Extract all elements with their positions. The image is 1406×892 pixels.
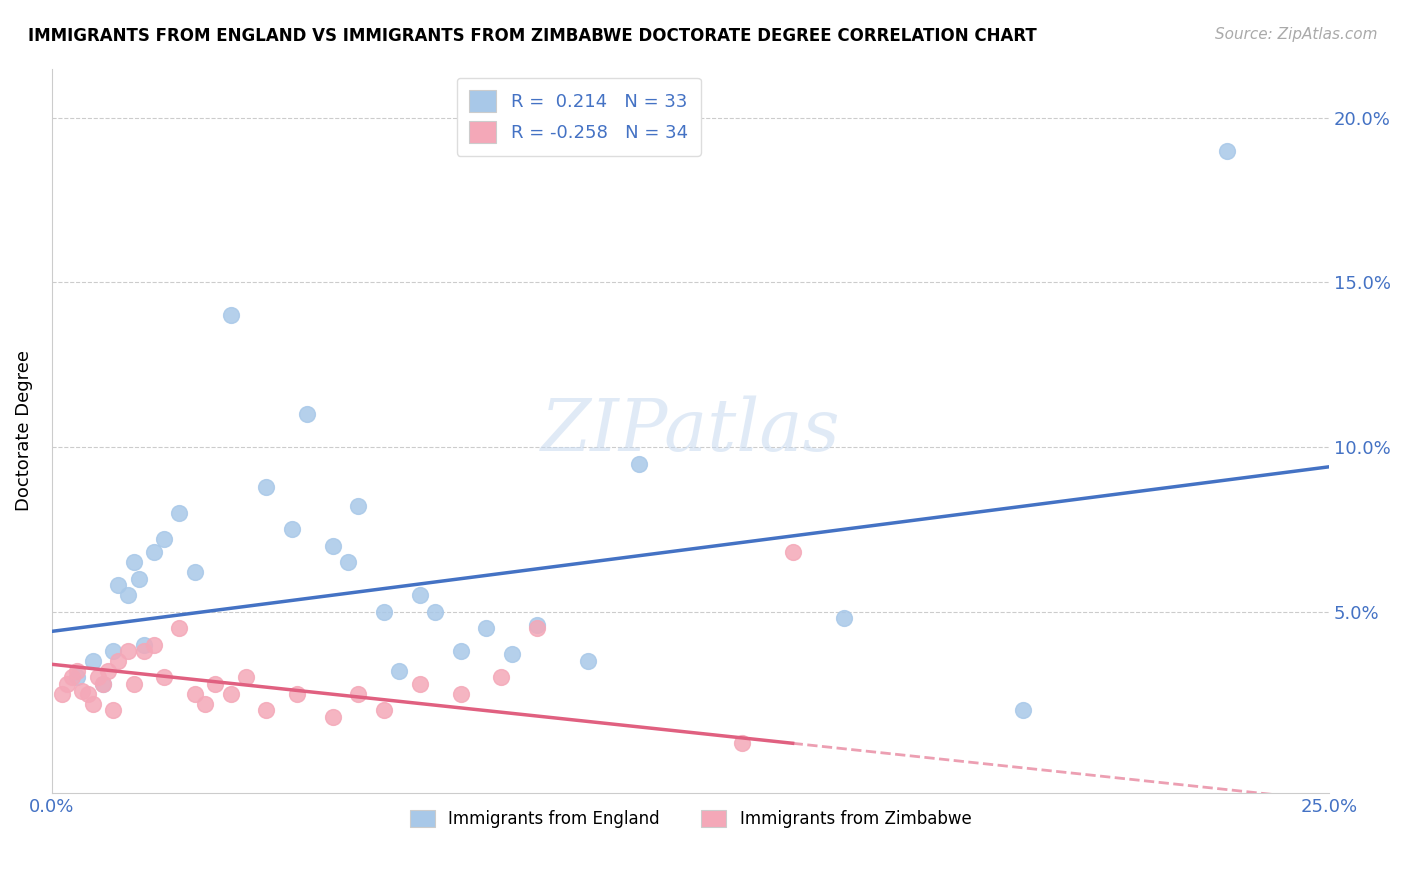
Point	[142, 638, 165, 652]
Point	[97, 664, 120, 678]
Point	[450, 687, 472, 701]
Point	[91, 677, 114, 691]
Point	[132, 644, 155, 658]
Point	[526, 621, 548, 635]
Point	[66, 670, 89, 684]
Point	[72, 683, 94, 698]
Point	[219, 687, 242, 701]
Y-axis label: Doctorate Degree: Doctorate Degree	[15, 350, 32, 511]
Point	[153, 670, 176, 684]
Point	[388, 664, 411, 678]
Point	[169, 621, 191, 635]
Point	[254, 479, 277, 493]
Point	[128, 572, 150, 586]
Point	[142, 545, 165, 559]
Point	[730, 736, 752, 750]
Point	[373, 703, 395, 717]
Point	[82, 654, 104, 668]
Point	[184, 687, 207, 701]
Point	[347, 500, 370, 514]
Text: IMMIGRANTS FROM ENGLAND VS IMMIGRANTS FROM ZIMBABWE DOCTORATE DEGREE CORRELATION: IMMIGRANTS FROM ENGLAND VS IMMIGRANTS FR…	[28, 27, 1036, 45]
Point	[628, 457, 651, 471]
Point	[66, 664, 89, 678]
Point	[153, 532, 176, 546]
Point	[117, 644, 139, 658]
Point	[51, 687, 73, 701]
Point	[322, 710, 344, 724]
Point	[91, 677, 114, 691]
Point	[194, 697, 217, 711]
Text: ZIPatlas: ZIPatlas	[541, 395, 841, 466]
Text: Source: ZipAtlas.com: Source: ZipAtlas.com	[1215, 27, 1378, 42]
Point	[101, 703, 124, 717]
Point	[122, 677, 145, 691]
Point	[281, 522, 304, 536]
Point	[169, 506, 191, 520]
Point	[219, 309, 242, 323]
Point	[60, 670, 83, 684]
Point	[101, 644, 124, 658]
Point	[76, 687, 98, 701]
Point	[450, 644, 472, 658]
Point	[475, 621, 498, 635]
Point	[408, 588, 430, 602]
Point	[423, 605, 446, 619]
Point	[297, 407, 319, 421]
Point	[1011, 703, 1033, 717]
Legend: Immigrants from England, Immigrants from Zimbabwe: Immigrants from England, Immigrants from…	[404, 804, 979, 835]
Point	[122, 555, 145, 569]
Point	[408, 677, 430, 691]
Point	[82, 697, 104, 711]
Point	[337, 555, 360, 569]
Point	[322, 539, 344, 553]
Point	[184, 565, 207, 579]
Point	[204, 677, 226, 691]
Point	[254, 703, 277, 717]
Point	[132, 638, 155, 652]
Point	[526, 617, 548, 632]
Point	[107, 654, 129, 668]
Point	[782, 545, 804, 559]
Point	[107, 578, 129, 592]
Point	[832, 611, 855, 625]
Point	[1216, 144, 1239, 158]
Point	[285, 687, 308, 701]
Point	[235, 670, 257, 684]
Point	[347, 687, 370, 701]
Point	[117, 588, 139, 602]
Point	[87, 670, 110, 684]
Point	[373, 605, 395, 619]
Point	[56, 677, 79, 691]
Point	[491, 670, 513, 684]
Point	[576, 654, 599, 668]
Point	[501, 648, 523, 662]
